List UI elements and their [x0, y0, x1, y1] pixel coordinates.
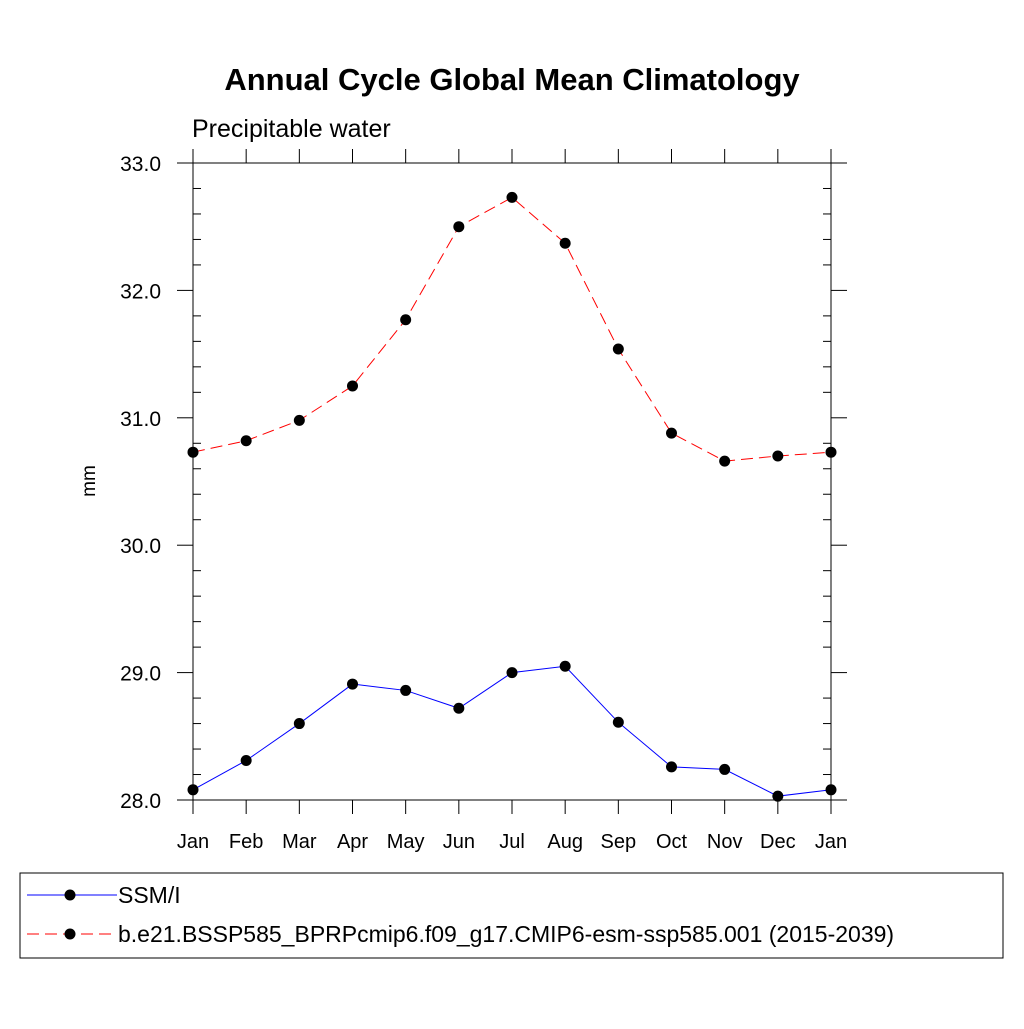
- x-tick-label: Apr: [337, 831, 368, 853]
- data-point: [772, 790, 784, 802]
- chart-subtitle: Precipitable water: [192, 115, 391, 143]
- legend-label: SSM/I: [118, 882, 181, 908]
- series-layer: [187, 191, 837, 802]
- legend-entry: SSM/I: [27, 882, 181, 908]
- data-point: [347, 678, 358, 690]
- data-point: [825, 446, 837, 458]
- x-tick-label: Mar: [282, 831, 317, 853]
- x-tick-label: Dec: [760, 831, 796, 853]
- y-tick-label: 31.0: [120, 408, 161, 431]
- data-point: [400, 684, 412, 696]
- series-0: [187, 660, 837, 802]
- plot-frame: [192, 162, 832, 801]
- data-point: [719, 763, 731, 775]
- y-tick-label: 30.0: [120, 535, 161, 558]
- legend-marker: [64, 889, 76, 901]
- x-tick-label: Sep: [601, 831, 637, 853]
- data-point: [559, 660, 571, 672]
- data-point: [453, 702, 465, 714]
- data-point: [293, 718, 305, 730]
- x-tick-label: Oct: [656, 831, 688, 853]
- series-line: [192, 665, 832, 797]
- series-1: [187, 191, 837, 467]
- data-point: [506, 191, 518, 203]
- x-tick-label: Jan: [815, 831, 847, 853]
- x-tick-label: Jan: [177, 831, 209, 853]
- data-point: [772, 450, 784, 462]
- chart-title: Annual Cycle Global Mean Climatology: [224, 62, 800, 97]
- data-point: [293, 414, 305, 426]
- data-point: [825, 784, 837, 796]
- data-point: [559, 237, 571, 249]
- legend: SSM/I b.e21.BSSP585_BPRPcmip6.f09_g17.CMI…: [19, 872, 1004, 959]
- axes: Jan Feb Mar Apr May Jun Jul Aug Sep Oct Nov Dec Jan 2…: [120, 149, 847, 853]
- legend-label: b.e21.BSSP585_BPRPcmip6.f09_g17.CMIP6-es…: [118, 921, 894, 947]
- legend-marker: [64, 928, 76, 940]
- data-point: [400, 314, 412, 326]
- data-point: [453, 221, 465, 233]
- legend-entry: b.e21.BSSP585_BPRPcmip6.f09_g17.CMIP6-es…: [27, 921, 894, 947]
- data-point: [240, 755, 252, 767]
- data-point: [666, 427, 677, 439]
- data-point: [719, 455, 731, 467]
- x-tick-label: Jul: [499, 831, 525, 853]
- x-tick-label: Jun: [443, 831, 475, 853]
- legend-box: [19, 872, 1004, 959]
- data-point: [347, 380, 358, 392]
- data-point: [612, 343, 624, 355]
- x-tick-label: Nov: [707, 831, 743, 853]
- data-point: [612, 716, 624, 728]
- data-point: [240, 435, 252, 447]
- x-tick-label: Aug: [547, 831, 583, 853]
- y-tick-label: 33.0: [120, 153, 161, 176]
- data-point: [506, 667, 518, 679]
- legend-entries: SSM/I b.e21.BSSP585_BPRPcmip6.f09_g17.CMI…: [27, 882, 894, 947]
- y-tick-label: 28.0: [120, 790, 161, 813]
- y-tick-label: 32.0: [120, 280, 161, 303]
- series-line: [192, 196, 832, 462]
- data-point: [187, 784, 199, 796]
- x-tick-label: Feb: [229, 831, 263, 853]
- data-point: [187, 446, 199, 458]
- y-tick-label: 29.0: [120, 663, 161, 686]
- y-axis-label: mm: [79, 465, 100, 497]
- x-tick-label: May: [387, 831, 425, 853]
- data-point: [666, 761, 677, 773]
